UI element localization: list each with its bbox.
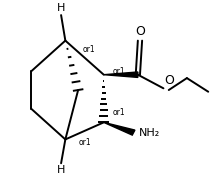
Text: or1: or1 [112, 108, 125, 117]
Polygon shape [104, 122, 135, 135]
Text: or1: or1 [78, 138, 91, 147]
Text: H: H [57, 165, 65, 175]
Text: H: H [57, 3, 65, 13]
Text: or1: or1 [112, 67, 125, 76]
Text: NH₂: NH₂ [139, 129, 160, 138]
Polygon shape [104, 72, 138, 77]
Text: O: O [135, 25, 145, 38]
Text: or1: or1 [83, 45, 95, 54]
Text: O: O [165, 74, 174, 87]
